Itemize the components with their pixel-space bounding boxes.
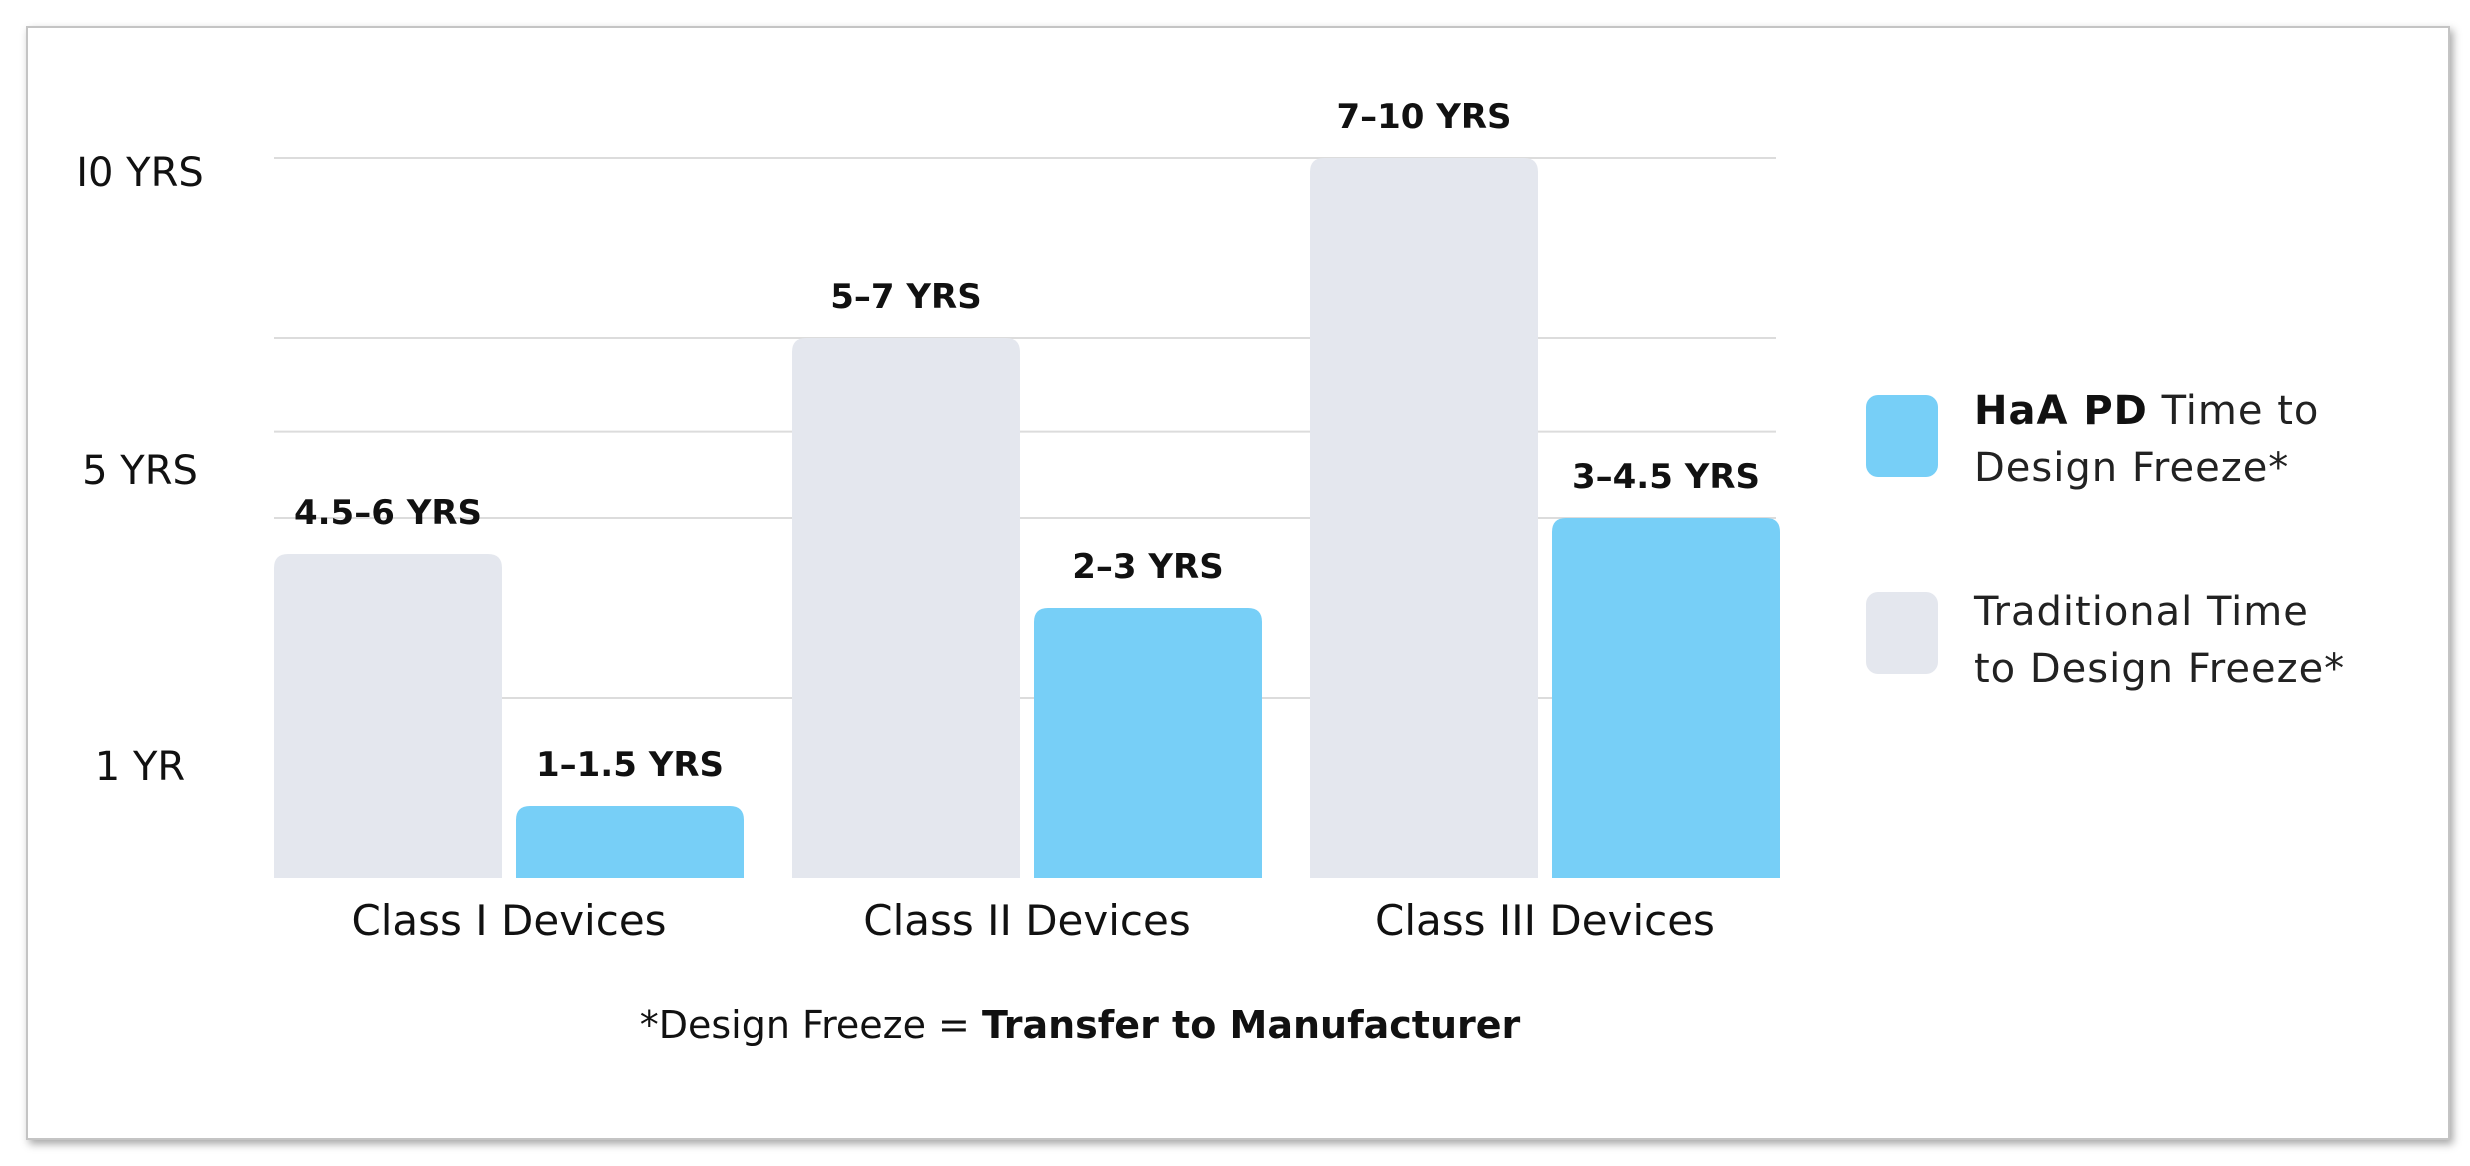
legend-trad-line2: to Design Freeze* (1974, 646, 2346, 692)
category-label: Class III Devices (1375, 896, 1715, 945)
data-label: 4.5–6 YRS (294, 493, 482, 533)
data-label: 2–3 YRS (1072, 547, 1223, 587)
data-label: 3–4.5 YRS (1572, 457, 1760, 497)
data-label: 5–7 YRS (830, 277, 981, 317)
legend-haa-rest1: Time to (2147, 388, 2320, 434)
data-label: 1–1.5 YRS (536, 745, 724, 785)
y-tick-label: 1 YR (95, 744, 185, 790)
legend-trad-line1: Traditional Time (1974, 589, 2309, 635)
legend-haa-bold: HaA PD (1974, 388, 2148, 434)
y-tick-label: 5 YRS (82, 448, 198, 494)
bar (792, 338, 1020, 878)
legend-swatch-traditional (1866, 592, 1938, 674)
legend-haa-rest2: Design Freeze* (1974, 445, 2290, 491)
y-tick-label: I0 YRS (76, 150, 204, 196)
bar (1552, 518, 1780, 878)
legend-label-haa: HaA PD Time to Design Freeze* (1974, 383, 2434, 497)
bar (1034, 608, 1262, 878)
category-label: Class II Devices (863, 896, 1191, 945)
y-axis-ticks: I0 YRS 5 YRS 1 YR (76, 150, 204, 790)
data-labels: 4.5–6 YRS 1–1.5 YRS 5–7 YRS 2–3 YRS 7–10 YRS… (294, 97, 1760, 785)
legend-label-traditional: Traditional Time to Design Freeze* (1974, 584, 2434, 698)
bar (516, 806, 744, 878)
footnote-prefix: *Design Freeze = (639, 1003, 982, 1047)
category-labels: Class I Devices Class II Devices Class III… (351, 896, 1715, 945)
data-label: 7–10 YRS (1336, 97, 1511, 137)
legend-swatch-haa (1866, 395, 1938, 477)
bar (274, 554, 502, 878)
footnote-bold: Transfer to Manufacturer (981, 1003, 1521, 1047)
bars (274, 158, 1780, 878)
category-label: Class I Devices (351, 896, 666, 945)
bar (1310, 158, 1538, 878)
footnote: *Design Freeze = Transfer to Manufacture… (0, 1003, 2160, 1047)
